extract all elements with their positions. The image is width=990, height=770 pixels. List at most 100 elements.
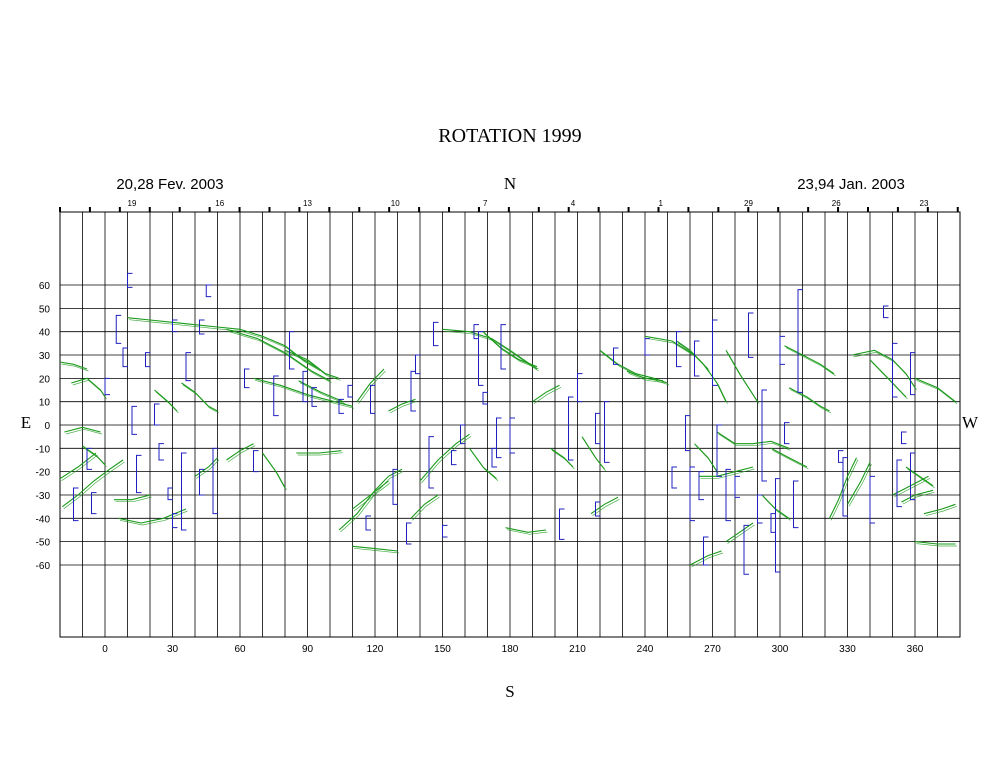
active-region-bracket <box>685 415 691 452</box>
filament-strand <box>353 547 400 554</box>
filament-strand <box>63 461 125 509</box>
active-region-bracket <box>703 536 709 566</box>
active-region-bracket <box>676 331 682 368</box>
y-tick-label: 30 <box>39 351 51 362</box>
filament <box>725 522 754 543</box>
active-region-bracket <box>473 324 479 340</box>
filament-strand <box>727 524 755 544</box>
filament <box>847 462 871 505</box>
filament-strand <box>340 470 404 533</box>
active-region-bracket <box>869 475 875 524</box>
y-tick-label: 60 <box>39 281 51 292</box>
x-tick-label: 30 <box>167 644 179 655</box>
filament <box>914 541 956 545</box>
active-region-bracket <box>838 450 844 463</box>
filament-strand <box>506 529 548 535</box>
filament <box>226 443 254 461</box>
active-region-bracket <box>433 321 439 347</box>
active-region-bracket <box>577 373 583 403</box>
active-region-bracket <box>199 319 205 335</box>
active-region-bracket <box>496 417 502 459</box>
active-region-bracket <box>784 422 790 445</box>
active-region-bracket <box>671 466 677 489</box>
filament <box>505 527 547 533</box>
filament <box>532 384 560 403</box>
active-region-bracket <box>212 447 218 515</box>
filament <box>716 431 790 449</box>
filament <box>61 459 124 508</box>
west-label: W <box>962 413 979 432</box>
day-label: 26 <box>832 199 841 208</box>
active-region-bracket <box>392 468 398 505</box>
active-region-bracket <box>244 368 250 389</box>
x-tick-label: 240 <box>637 644 654 655</box>
active-region-bracket <box>91 492 97 515</box>
east-label: E <box>21 413 31 432</box>
filament-strand <box>700 468 755 479</box>
active-region-bracket <box>775 478 781 573</box>
filament-strand <box>119 510 188 526</box>
filament <box>914 377 956 403</box>
filament-strand <box>115 496 152 503</box>
filament-strand <box>691 552 724 568</box>
filament <box>410 494 439 519</box>
filament-strand <box>61 454 98 481</box>
filament-strand <box>830 459 859 521</box>
y-tick-label: 40 <box>39 328 51 339</box>
active-region-bracket <box>883 305 889 319</box>
filament-strand <box>902 491 935 505</box>
x-tick-label: 120 <box>367 644 384 655</box>
active-region-bracket <box>694 340 700 377</box>
filament <box>901 489 934 503</box>
active-region-bracket <box>181 452 187 531</box>
filament-strand <box>790 389 832 414</box>
active-region-bracket <box>172 513 178 529</box>
filament-strand <box>718 433 791 451</box>
active-region-bracket <box>406 522 412 545</box>
filament <box>194 457 218 477</box>
active-region-bracket <box>725 468 731 522</box>
filament-strand <box>61 363 89 372</box>
filament <box>770 447 808 468</box>
filament <box>482 331 538 368</box>
filament <box>262 452 286 489</box>
active-region-bracket <box>761 389 767 482</box>
active-region-bracket <box>145 352 151 368</box>
filament-strand <box>227 445 256 463</box>
y-tick-label: -10 <box>36 444 51 455</box>
active-region-bracket <box>347 384 353 398</box>
filament <box>442 328 538 370</box>
filament-strand <box>65 428 103 435</box>
filament-strand <box>772 449 809 470</box>
active-region-bracket <box>199 468 205 496</box>
active-region-bracket <box>136 454 142 494</box>
active-region-bracket <box>131 405 137 435</box>
day-label: 13 <box>303 199 312 208</box>
filament-strand <box>916 543 957 547</box>
active-region-bracket <box>482 391 488 405</box>
filament-strand <box>254 379 355 409</box>
filament-strand <box>628 372 665 384</box>
x-tick-label: 150 <box>434 644 451 655</box>
active-region-bracket <box>712 319 718 386</box>
active-region-bracket <box>158 443 164 461</box>
y-tick-label: -50 <box>36 538 51 549</box>
active-region-bracket <box>613 347 619 365</box>
active-region-bracket <box>415 354 421 375</box>
day-label: 10 <box>391 199 400 208</box>
filament <box>296 450 342 454</box>
filament-strand <box>848 464 872 507</box>
filament-strand <box>677 342 728 404</box>
active-region-bracket <box>115 314 122 344</box>
filament <box>626 370 664 382</box>
filament <box>784 345 835 375</box>
y-tick-label: -60 <box>36 561 51 572</box>
active-region-bracket <box>500 324 506 370</box>
day-label: 23 <box>920 199 929 208</box>
filament <box>352 545 398 552</box>
day-label: 16 <box>215 199 224 208</box>
active-region-bracket <box>253 450 259 473</box>
active-region-bracket <box>559 508 565 540</box>
active-region-bracket <box>185 352 191 382</box>
